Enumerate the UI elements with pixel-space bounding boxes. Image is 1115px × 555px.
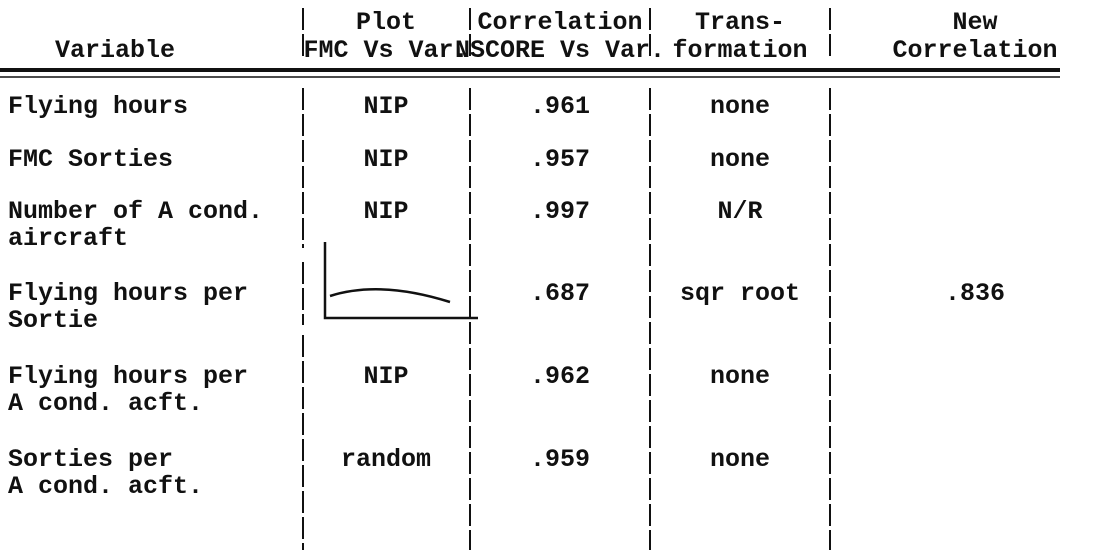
correlation-cell: .959 [530, 445, 590, 474]
variable-cell: aircraft [8, 224, 128, 253]
header-cell: Plot [356, 8, 416, 37]
plot-cell: NIP [363, 145, 408, 174]
variable-cell: A cond. acft. [8, 389, 203, 418]
variable-cell: A cond. acft. [8, 472, 203, 501]
variable-cell: Sortie [8, 306, 98, 335]
plot-cell: random [341, 445, 431, 474]
sketch-curve [329, 288, 451, 304]
header-cell: New [952, 8, 997, 37]
variable-cell: FMC Sorties [8, 145, 173, 174]
new-correlation-cell: .836 [945, 279, 1005, 308]
transformation-cell: none [710, 92, 770, 121]
header-cell: formation [672, 36, 807, 65]
header-cell: NSCORE Vs Var. [455, 36, 665, 65]
variable-cell: Number of A cond. [8, 197, 263, 226]
header-cell: Correlation [892, 36, 1057, 65]
variable-cell: Sorties per [8, 445, 173, 474]
header-cell: FMC Vs Var. [303, 36, 468, 65]
header-cell: Correlation [477, 8, 642, 37]
transformation-cell: sqr root [680, 279, 800, 308]
transformation-cell: none [710, 362, 770, 391]
variable-cell: Flying hours [8, 92, 188, 121]
correlation-cell: .961 [530, 92, 590, 121]
correlation-cell: .957 [530, 145, 590, 174]
sketch-axes [323, 242, 478, 320]
plot-sketch [323, 242, 478, 320]
plot-cell: NIP [363, 362, 408, 391]
plot-cell: NIP [363, 92, 408, 121]
separators [302, 8, 831, 550]
transformation-cell: N/R [717, 197, 762, 226]
variable-cell: Flying hours per [8, 362, 248, 391]
header-cell: Variable [55, 36, 175, 65]
plot-cell: NIP [363, 197, 408, 226]
header-cell: Trans- [695, 8, 785, 37]
transformation-cell: none [710, 445, 770, 474]
correlation-cell: .962 [530, 362, 590, 391]
correlation-cell: .687 [530, 279, 590, 308]
transformation-cell: none [710, 145, 770, 174]
variable-cell: Flying hours per [8, 279, 248, 308]
correlation-cell: .997 [530, 197, 590, 226]
